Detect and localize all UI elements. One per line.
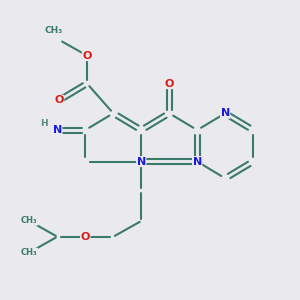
- Text: O: O: [54, 95, 64, 105]
- Text: H: H: [40, 119, 48, 128]
- Text: O: O: [164, 79, 174, 88]
- Text: N: N: [53, 125, 62, 135]
- Text: N: N: [136, 157, 146, 166]
- Text: CH₃: CH₃: [45, 26, 63, 34]
- Text: N: N: [220, 108, 230, 118]
- Text: N: N: [193, 157, 202, 166]
- Text: CH₃: CH₃: [21, 217, 38, 226]
- Text: O: O: [82, 51, 92, 61]
- Text: O: O: [81, 232, 90, 242]
- Text: CH₃: CH₃: [21, 248, 38, 257]
